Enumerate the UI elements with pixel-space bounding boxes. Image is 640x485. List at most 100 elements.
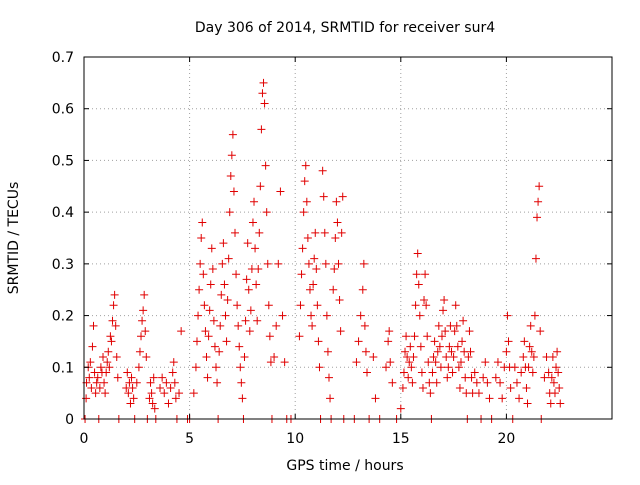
data-point xyxy=(192,337,201,346)
data-point xyxy=(257,125,266,134)
data-point xyxy=(337,228,346,237)
data-point xyxy=(519,352,528,361)
data-point xyxy=(235,342,244,351)
data-point xyxy=(335,296,344,305)
data-point xyxy=(467,373,476,382)
data-point xyxy=(126,399,135,408)
data-point xyxy=(170,378,179,387)
data-point xyxy=(226,171,235,180)
data-point xyxy=(87,383,96,392)
data-point xyxy=(100,378,109,387)
data-point xyxy=(479,373,488,382)
y-tick-label: 0 xyxy=(65,412,74,428)
data-point xyxy=(137,332,146,341)
data-point xyxy=(409,352,418,361)
data-point xyxy=(526,321,535,330)
data-point xyxy=(228,130,237,139)
data-point xyxy=(426,389,435,398)
grid xyxy=(84,57,612,419)
data-point xyxy=(227,151,236,160)
data-point xyxy=(216,321,225,330)
data-point xyxy=(124,389,133,398)
data-point xyxy=(262,208,271,217)
data-point xyxy=(213,378,222,387)
data-point xyxy=(276,187,285,196)
data-point xyxy=(198,218,207,227)
data-point xyxy=(358,285,367,294)
data-point xyxy=(244,285,253,294)
data-point xyxy=(429,352,438,361)
data-point xyxy=(554,368,563,377)
data-point xyxy=(142,352,151,361)
data-point xyxy=(238,394,247,403)
data-point xyxy=(525,342,534,351)
data-point xyxy=(307,311,316,320)
data-point xyxy=(125,378,134,387)
data-point xyxy=(451,301,460,310)
data-point xyxy=(91,389,100,398)
data-point xyxy=(454,363,463,372)
data-point xyxy=(112,352,121,361)
data-point xyxy=(102,368,111,377)
data-point xyxy=(386,358,395,367)
data-point xyxy=(493,358,502,367)
data-point xyxy=(401,347,410,356)
data-point xyxy=(298,244,307,253)
data-point xyxy=(164,399,173,408)
data-point xyxy=(315,363,324,372)
data-point xyxy=(127,373,136,382)
data-point xyxy=(332,197,341,206)
data-point xyxy=(359,259,368,268)
data-point xyxy=(201,327,210,336)
data-point xyxy=(158,373,167,382)
data-point xyxy=(424,358,433,367)
data-point xyxy=(99,352,108,361)
x-tick-label: 0 xyxy=(80,431,89,447)
data-point xyxy=(425,378,434,387)
data-point xyxy=(205,306,214,315)
data-point xyxy=(134,363,143,372)
data-point xyxy=(524,363,533,372)
x-axis-label: GPS time / hours xyxy=(286,458,403,474)
data-point xyxy=(264,301,273,310)
data-point xyxy=(196,259,205,268)
data-point xyxy=(96,363,105,372)
data-point xyxy=(166,383,175,392)
data-point xyxy=(481,358,490,367)
data-points xyxy=(81,78,565,423)
y-tick-label: 0.4 xyxy=(52,205,74,221)
data-point xyxy=(103,358,112,367)
data-point xyxy=(452,321,461,330)
data-point xyxy=(109,301,118,310)
data-point xyxy=(312,265,321,274)
data-point xyxy=(263,259,272,268)
data-point xyxy=(160,389,169,398)
data-point xyxy=(215,347,224,356)
data-point xyxy=(338,192,347,201)
data-point xyxy=(441,327,450,336)
data-point xyxy=(209,316,218,325)
data-point xyxy=(510,363,519,372)
data-point xyxy=(191,363,200,372)
data-point xyxy=(369,352,378,361)
data-point xyxy=(208,265,217,274)
data-point xyxy=(233,301,242,310)
data-point xyxy=(140,290,149,299)
data-point xyxy=(171,394,180,403)
data-point xyxy=(410,332,419,341)
data-point xyxy=(224,254,233,263)
x-tick-label: 15 xyxy=(392,431,410,447)
data-point xyxy=(496,378,505,387)
data-point xyxy=(314,337,323,346)
data-point xyxy=(194,311,203,320)
data-point xyxy=(222,337,231,346)
data-point xyxy=(396,404,405,413)
data-point xyxy=(498,394,507,403)
data-point xyxy=(465,327,474,336)
data-point xyxy=(483,378,492,387)
data-point xyxy=(85,373,94,382)
data-point xyxy=(523,399,532,408)
data-point xyxy=(107,337,116,346)
data-point xyxy=(421,270,430,279)
data-point xyxy=(553,347,562,356)
